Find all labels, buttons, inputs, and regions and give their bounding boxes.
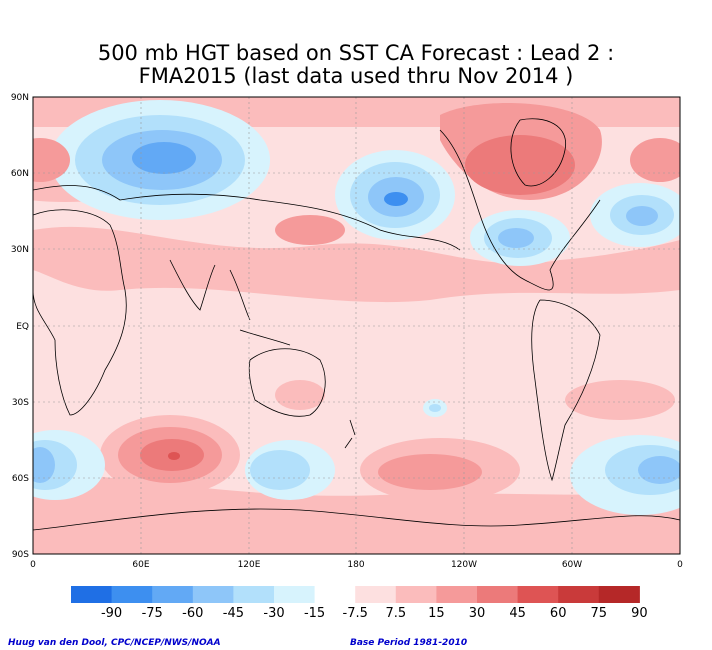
lat-label: 90S	[12, 550, 29, 560]
lat-label: 60N	[11, 169, 29, 179]
colorbar-label: 7.5	[385, 606, 406, 621]
colorbar-swatch	[436, 586, 478, 603]
credit-text: Huug van den Dool, CPC/NCEP/NWS/NOAA	[8, 638, 221, 648]
colorbar: -90 -75 -60 -45 -30 -15 -7.5 7.5 15 30 45 60 75 90	[71, 586, 648, 621]
colorbar-swatch	[355, 586, 397, 603]
colorbar-label: -15	[304, 606, 325, 621]
colorbar-swatch	[477, 586, 519, 603]
lat-label: 30S	[12, 398, 29, 408]
coastlines	[33, 118, 680, 531]
colorbar-swatch	[558, 586, 600, 603]
lat-label: 60S	[12, 474, 29, 484]
colorbar-swatch	[233, 586, 275, 603]
latitude-labels: 90N 60N 30N EQ 30S 60S 90S	[11, 93, 29, 560]
colorbar-label: -45	[223, 606, 244, 621]
lon-label: 120W	[451, 560, 477, 570]
colorbar-swatch	[192, 586, 234, 603]
chart-title-line1: 500 mb HGT based on SST CA Forecast : Le…	[97, 41, 615, 65]
colorbar-label: -75	[142, 606, 163, 621]
graticule	[33, 97, 680, 554]
colorbar-label: 15	[428, 606, 445, 621]
map-frame	[32, 96, 681, 555]
colorbar-swatch	[395, 586, 437, 603]
lat-label: 30N	[11, 245, 29, 255]
lat-label: EQ	[16, 322, 29, 332]
lon-label: 180	[347, 560, 364, 570]
colorbar-swatch	[71, 586, 113, 603]
colorbar-label: 45	[509, 606, 526, 621]
colorbar-swatch	[111, 586, 153, 603]
longitude-labels: 0 60E 120E 180 120W 60W 0	[30, 560, 683, 570]
chart-title-line2: FMA2015 (last data used thru Nov 2014 )	[138, 64, 574, 88]
colorbar-label: 60	[550, 606, 567, 621]
colorbar-swatch	[314, 586, 356, 603]
colorbar-label: 90	[631, 606, 648, 621]
lon-label: 60E	[132, 560, 149, 570]
colorbar-label: -60	[182, 606, 203, 621]
colorbar-label: -7.5	[343, 606, 368, 621]
lon-label: 60W	[562, 560, 582, 570]
colorbar-swatch	[517, 586, 559, 603]
colorbar-label: -30	[263, 606, 284, 621]
anomaly-field	[33, 97, 680, 554]
colorbar-label: 75	[591, 606, 608, 621]
colorbar-swatch	[152, 586, 194, 603]
base-period-text: Base Period 1981-2010	[350, 638, 468, 648]
colorbar-label: -90	[101, 606, 122, 621]
lat-label: 90N	[11, 93, 29, 103]
lon-label: 0	[677, 560, 683, 570]
colorbar-swatch	[598, 586, 640, 603]
colorbar-label: 30	[469, 606, 486, 621]
lon-label: 0	[30, 560, 36, 570]
lon-label: 120E	[238, 560, 261, 570]
colorbar-swatch	[274, 586, 316, 603]
